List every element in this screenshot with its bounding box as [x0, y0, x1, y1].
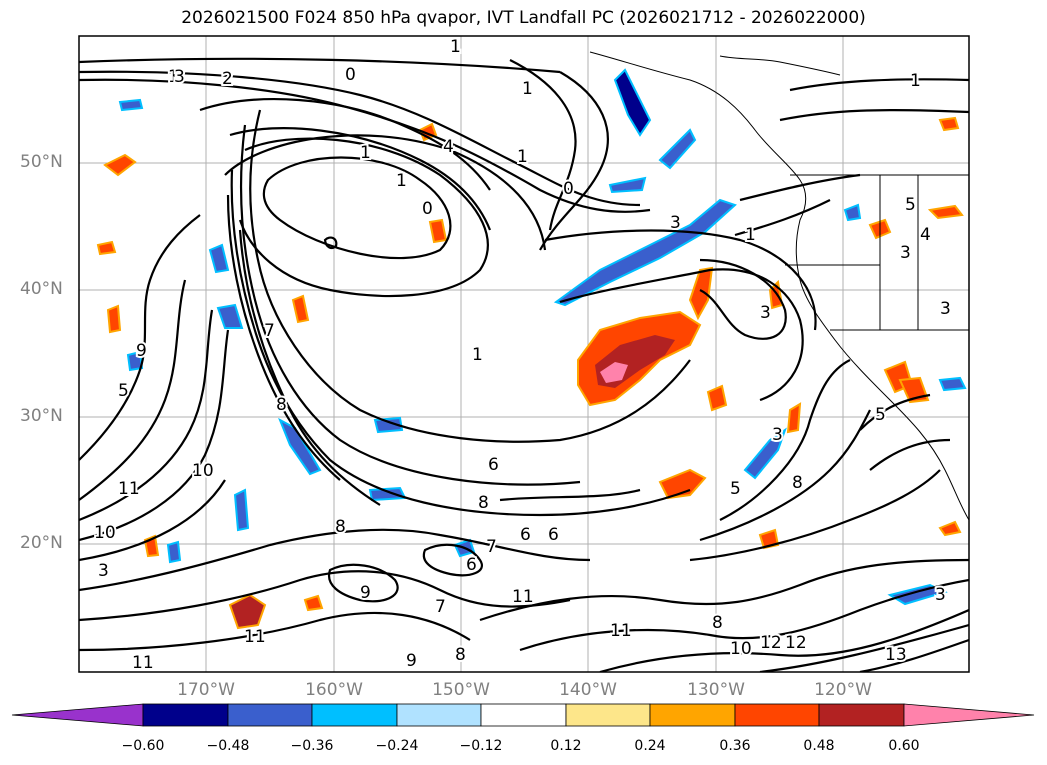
contour-label: 8	[335, 517, 346, 537]
contour-label: 6	[520, 525, 531, 545]
colorbar-tick-label: −0.60	[121, 738, 165, 754]
positive-anomaly-patches	[96, 116, 964, 630]
contour-lines	[79, 57, 969, 672]
colorbar-swatch	[734, 703, 820, 727]
lat-label: 20°N	[20, 533, 63, 553]
contour-label: 8	[276, 395, 287, 415]
contour-label: 9	[406, 651, 417, 671]
contour-label: 6	[548, 525, 559, 545]
contour-label: 3	[772, 425, 783, 445]
colorbar-swatch	[480, 703, 567, 727]
contour-label: 6	[488, 455, 499, 475]
colorbar-swatch	[818, 703, 905, 727]
contour-label: 3	[935, 585, 946, 605]
contour-label: 8	[792, 473, 803, 493]
contour-label: 5	[875, 405, 886, 425]
colorbar-tick-label: 0.24	[634, 738, 666, 754]
contour-label: 1	[472, 345, 483, 365]
colorbar-tick-label: 0.12	[550, 738, 582, 754]
contour-label: 4	[920, 225, 931, 245]
negative-anomaly-patches	[118, 68, 967, 606]
contour-label: 8	[712, 613, 723, 633]
map-background	[79, 36, 969, 672]
contour-label: 3	[98, 561, 109, 581]
contour-label: 5	[730, 479, 741, 499]
map-title: 2026021500 F024 850 hPa qvapor, IVT Land…	[181, 8, 866, 28]
contour-label: 5	[905, 195, 916, 215]
contour-label: 0	[345, 65, 356, 85]
colorbar-swatch	[396, 703, 482, 727]
contour-label: 1	[450, 37, 461, 57]
lat-label: 30°N	[20, 406, 63, 426]
colorbar	[11, 703, 1035, 727]
colorbar-swatch	[649, 703, 736, 727]
contour-label: 9	[360, 583, 371, 603]
colorbar-swatch-under	[11, 703, 144, 727]
contour-label: 11	[610, 621, 632, 641]
contour-label: 9	[136, 341, 147, 361]
colorbar-swatch	[311, 703, 398, 727]
colorbar-swatch-over	[903, 703, 1035, 727]
lat-label: 40°N	[20, 279, 63, 299]
contour-label: 1	[910, 71, 921, 91]
colorbar-swatch	[565, 703, 651, 727]
lon-label: 130°W	[687, 680, 745, 700]
colorbar-tick-label: 0.48	[803, 738, 835, 754]
map-content: 1 3 2 0 1 1 4 1 1 0 0 1 3 1 5 3 4 3 3 7 …	[79, 36, 969, 673]
colorbar-tick-label: −0.24	[375, 738, 419, 754]
contour-label: 12	[785, 633, 807, 653]
contour-label: 0	[563, 179, 574, 199]
contour-label: 5	[118, 381, 129, 401]
contour-label: 7	[264, 321, 275, 341]
contour-label: 1	[360, 143, 371, 163]
contour-label: 13	[885, 645, 907, 665]
contour-label: 7	[435, 597, 446, 617]
contour-label: 11	[132, 653, 154, 673]
contour-label: 12	[760, 633, 782, 653]
contour-label: 4	[443, 137, 454, 157]
contour-label: 10	[192, 461, 214, 481]
contour-label: 11	[244, 627, 266, 647]
colorbar-tick-label: −0.12	[459, 738, 503, 754]
contour-labels: 1 3 2 0 1 1 4 1 1 0 0 1 3 1 5 3 4 3 3 7 …	[92, 36, 953, 673]
contour-label: 1	[517, 147, 528, 167]
contour-label: 8	[478, 493, 489, 513]
contour-label: 3	[670, 213, 681, 233]
lat-label: 50°N	[20, 152, 63, 172]
contour-label: 11	[118, 479, 140, 499]
coastlines	[589, 51, 969, 521]
lon-label: 170°W	[177, 680, 235, 700]
colorbar-swatch	[227, 703, 313, 727]
contour-label: 3	[760, 303, 771, 323]
contour-label: 7	[486, 537, 497, 557]
contour-label: 1	[745, 225, 756, 245]
contour-label: 6	[466, 555, 477, 575]
contour-label: 1	[522, 79, 533, 99]
lon-label: 150°W	[432, 680, 490, 700]
contour-label: 11	[512, 587, 534, 607]
colorbar-tick-label: −0.36	[290, 738, 334, 754]
contour-label: 3	[940, 299, 951, 319]
contour-label: 10	[730, 639, 752, 659]
contour-label: 1	[168, 67, 179, 87]
contour-label: 3	[174, 67, 185, 87]
contour-label: 3	[900, 243, 911, 263]
contour-label: 8	[455, 645, 466, 665]
contour-label: 0	[422, 199, 433, 219]
map-frame	[78, 35, 970, 673]
lon-label: 140°W	[559, 680, 617, 700]
colorbar-tick-label: 0.60	[888, 738, 920, 754]
contour-label: 2	[222, 69, 233, 89]
colorbar-swatch	[142, 703, 229, 727]
colorbar-tick-label: −0.48	[206, 738, 250, 754]
contour-label: 1	[396, 171, 407, 191]
lon-label: 120°W	[814, 680, 872, 700]
lon-label: 160°W	[305, 680, 363, 700]
colorbar-tick-label: 0.36	[719, 738, 751, 754]
contour-label: 10	[94, 523, 116, 543]
